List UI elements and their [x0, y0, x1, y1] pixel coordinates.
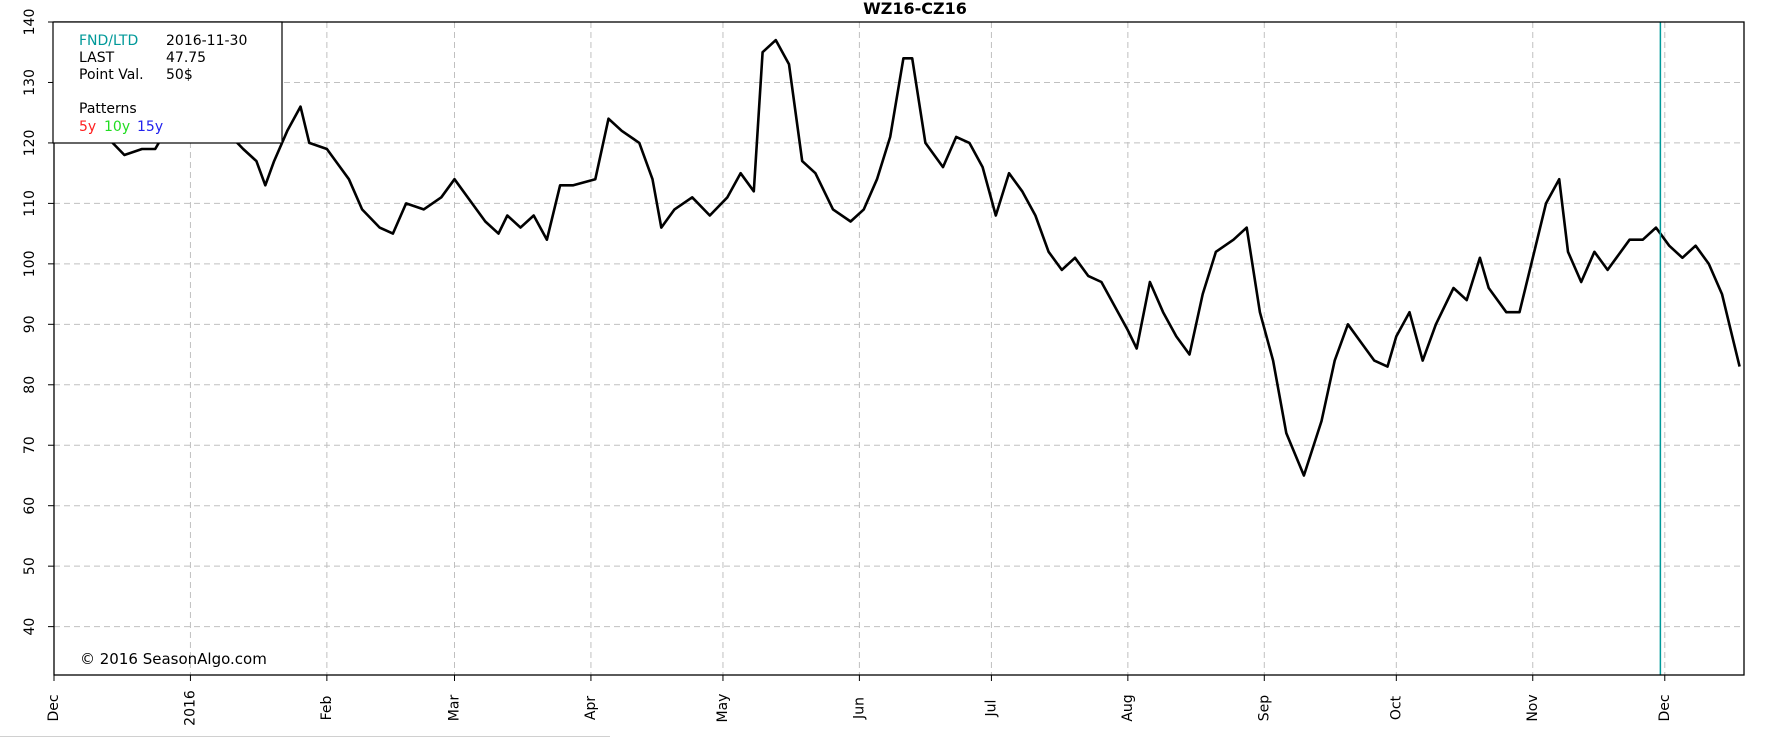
pattern-10y-label: 10y	[104, 119, 130, 135]
y-tick-label: 80	[22, 376, 38, 394]
y-tick-label: 100	[22, 250, 38, 277]
x-tick-label: Oct	[1388, 695, 1404, 720]
fnd-value: 2016-11-30	[166, 33, 247, 49]
info-box: FND/LTD 2016-11-30 LAST 47.75 Point Val.…	[52, 21, 283, 144]
y-tick-label: 140	[22, 9, 38, 36]
x-tick-label: Mar	[446, 695, 462, 722]
y-tick-label: 60	[22, 497, 38, 515]
y-tick-label: 70	[22, 436, 38, 454]
x-tick-label: Aug	[1120, 694, 1136, 721]
last-label: LAST	[79, 50, 115, 66]
x-tick-label: Feb	[319, 695, 335, 720]
x-tick-label: Jul	[983, 700, 999, 718]
y-tick-label: 130	[22, 69, 38, 96]
x-tick-label: Jun	[851, 697, 867, 720]
series-line-0	[92, 38, 1741, 477]
x-tick-label: Dec	[1657, 694, 1673, 721]
point-value-label: Point Val.	[79, 67, 144, 83]
y-tick-label: 120	[22, 130, 38, 157]
x-tick-label: Apr	[583, 696, 599, 720]
last-value: 47.75	[166, 50, 206, 66]
pattern-5y-label: 5y	[79, 119, 96, 135]
series-layer	[92, 38, 1741, 477]
y-tick-label: 40	[22, 618, 38, 636]
x-tick-label: 2016	[182, 690, 198, 726]
x-tick-label: May	[715, 694, 731, 723]
chart-title: WZ16-CZ16	[863, 0, 967, 18]
y-tick-label: 90	[22, 315, 38, 333]
fnd-label: FND/LTD	[79, 33, 138, 49]
pattern-15y-label: 15y	[137, 119, 163, 135]
x-tick-label: Nov	[1525, 694, 1541, 721]
y-tick-label: 50	[22, 557, 38, 575]
y-tick-label: 110	[22, 190, 38, 217]
plot-frame	[53, 21, 1745, 676]
copyright-text: © 2016 SeasonAlgo.com	[80, 650, 267, 668]
patterns-label: Patterns	[79, 101, 137, 117]
x-tick-label: Sep	[1256, 695, 1272, 722]
x-tick-label: Dec	[46, 694, 62, 721]
axes: 40 50 60 70 80 90 100 110 120 130 140 Dec 2016 Feb Mar…	[22, 9, 1673, 726]
info-box-frame	[52, 21, 283, 144]
point-value: 50$	[166, 67, 193, 83]
bottom-divider	[0, 736, 610, 737]
